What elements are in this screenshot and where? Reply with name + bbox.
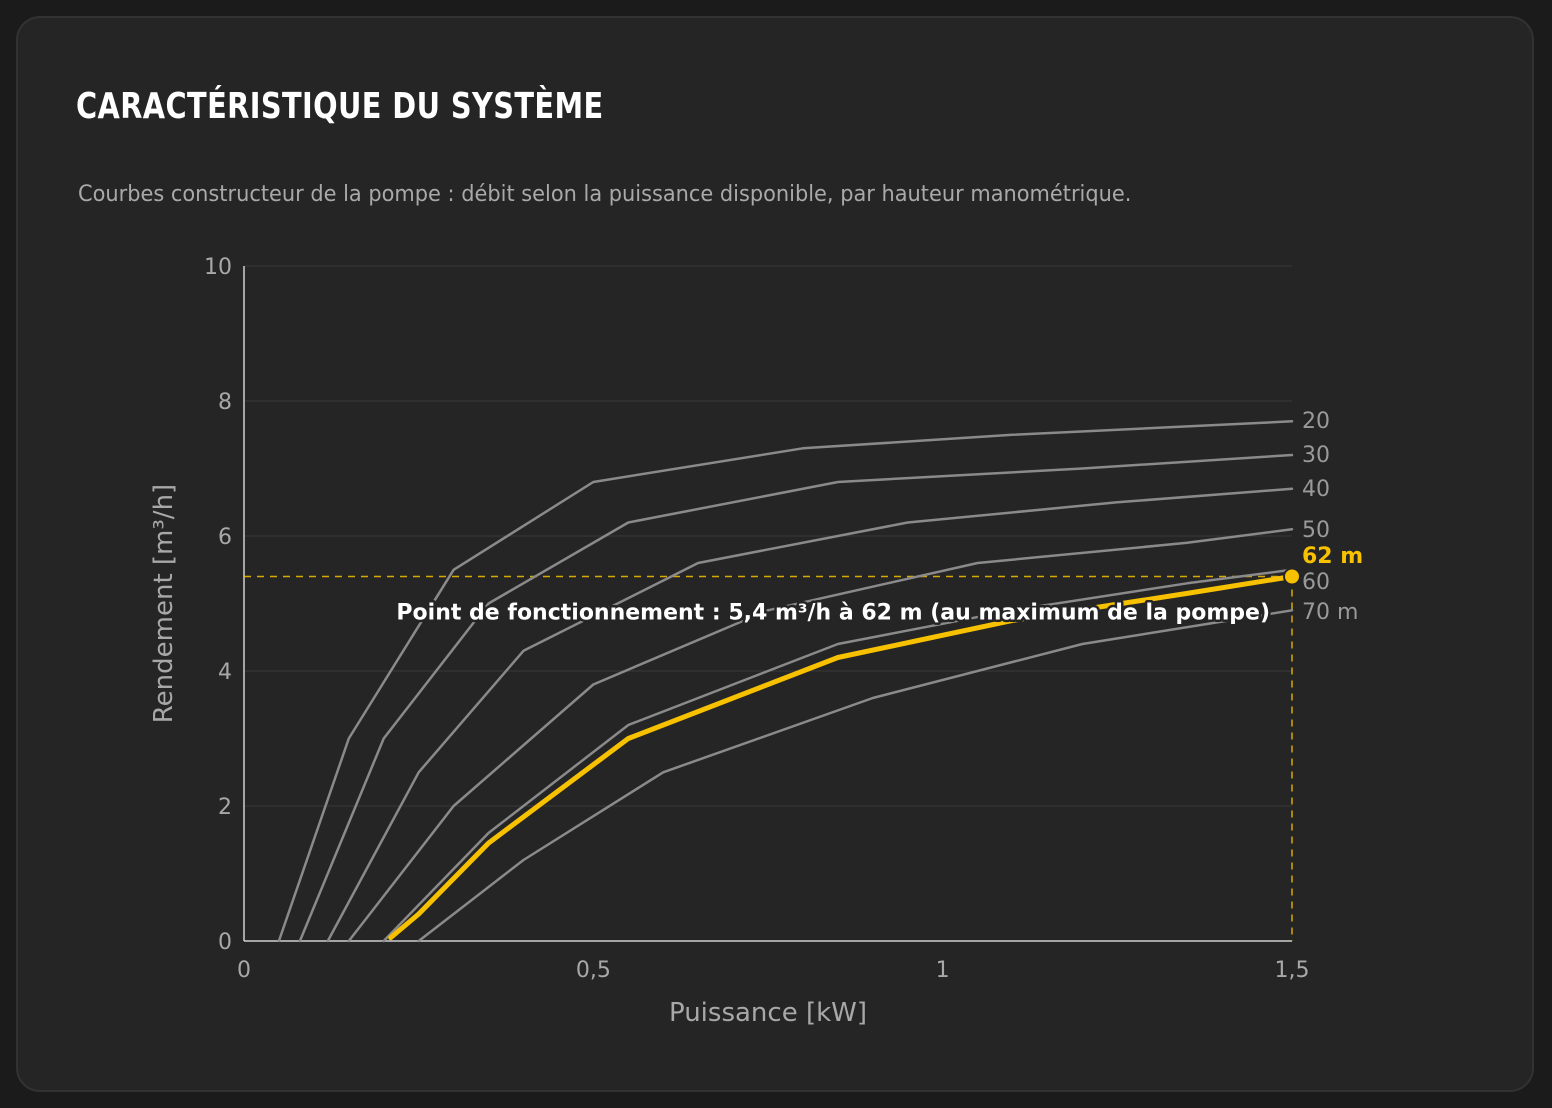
series-label: 20 bbox=[1302, 409, 1330, 434]
x-tick-label: 1 bbox=[936, 958, 950, 983]
series-lines bbox=[277, 420, 1295, 943]
series-line bbox=[298, 453, 1294, 943]
y-tick-label: 6 bbox=[218, 525, 232, 550]
x-tick-label: 0 bbox=[237, 958, 251, 983]
card-title: Caractéristique du système bbox=[76, 86, 604, 127]
operating-point-guides bbox=[244, 575, 1293, 941]
grid-lines bbox=[244, 265, 1292, 807]
y-tick-label: 0 bbox=[218, 930, 232, 955]
card-subtitle: Courbes constructeur de la pompe : débit… bbox=[78, 182, 1132, 207]
x-tick-labels: 0 0,5 1 1,5 bbox=[237, 958, 1310, 983]
series-label: 50 bbox=[1302, 518, 1330, 543]
series-labels: 20 30 40 50 60 70 m 62 m bbox=[1302, 409, 1363, 625]
series-label-highlight: 62 m bbox=[1302, 544, 1363, 569]
series-line bbox=[347, 528, 1294, 943]
series-line bbox=[382, 568, 1294, 943]
series-line bbox=[326, 487, 1294, 943]
series-line bbox=[417, 609, 1294, 943]
y-tick-label: 4 bbox=[218, 660, 232, 685]
series-line bbox=[277, 420, 1294, 943]
operating-point-label: Point de fonctionnement : 5,4 m³/h à 62 … bbox=[396, 601, 1270, 626]
series-label: 30 bbox=[1302, 443, 1330, 468]
series-label: 40 bbox=[1302, 477, 1330, 502]
y-tick-label: 10 bbox=[204, 255, 232, 280]
x-tick-label: 1,5 bbox=[1275, 958, 1310, 983]
x-tick-label: 0,5 bbox=[576, 958, 611, 983]
operating-point-marker bbox=[1283, 567, 1301, 586]
series-line-highlight bbox=[388, 574, 1295, 941]
y-tick-label: 2 bbox=[218, 795, 232, 820]
y-tick-label: 8 bbox=[218, 390, 232, 415]
series-label: 60 bbox=[1302, 570, 1330, 595]
y-axis-label: Rendement [m³/h] bbox=[149, 484, 179, 723]
x-axis-label: Puissance [kW] bbox=[669, 998, 867, 1028]
chart-card: Caractéristique du système Courbes const… bbox=[16, 16, 1534, 1092]
y-tick-labels: 0 2 4 6 8 10 bbox=[204, 255, 232, 955]
series-label: 70 m bbox=[1302, 600, 1358, 625]
